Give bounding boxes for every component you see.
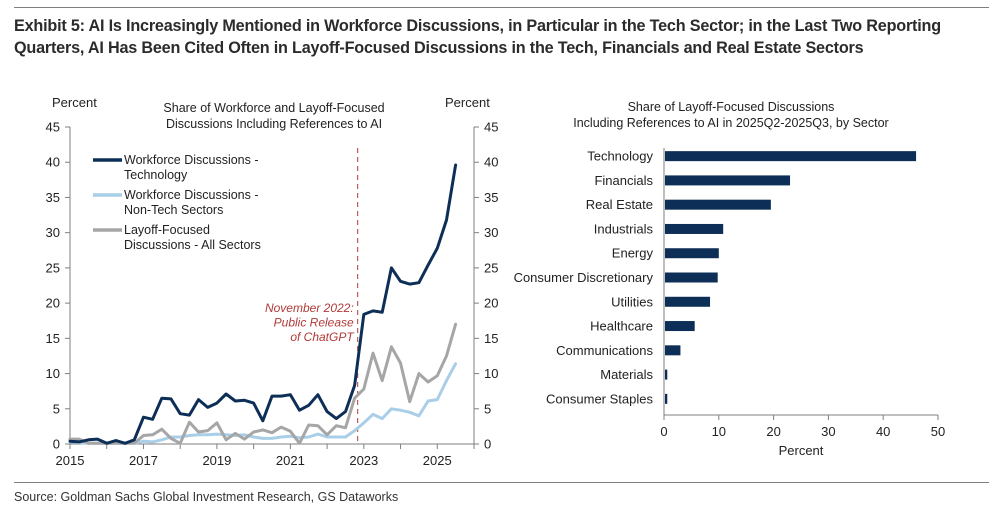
bar-x-tick-label: 30: [821, 424, 835, 439]
bar-chart-title: Including References to AI in 2025Q2-202…: [573, 116, 888, 130]
bar-materials: [665, 369, 668, 380]
source-note: Source: Goldman Sachs Global Investment …: [14, 490, 399, 504]
bar-category-label: Communications: [556, 343, 653, 358]
line-chart-title: Discussions Including References to AI: [166, 117, 382, 131]
x-tick-label: 2023: [349, 453, 378, 468]
bar-category-label: Consumer Staples: [546, 391, 653, 406]
bar-category-label: Energy: [612, 246, 654, 261]
bar-technology: [665, 151, 917, 162]
y-tick-label-left: 45: [46, 120, 60, 135]
y-tick-label-left: 25: [46, 260, 60, 275]
bar-x-axis-label: Percent: [779, 443, 824, 458]
bar-x-tick-label: 20: [766, 424, 780, 439]
chatgpt-annotation: Public Release: [274, 316, 354, 330]
bar-x-tick-label: 0: [660, 424, 667, 439]
y-tick-label-left: 35: [46, 190, 60, 205]
y-tick-label-right: 0: [484, 437, 491, 452]
bar-category-label: Financials: [594, 173, 653, 188]
line-chart-title: Share of Workforce and Layoff-Focused: [163, 101, 384, 115]
x-tick-label: 2025: [423, 453, 452, 468]
y-tick-label-right: 35: [484, 190, 498, 205]
legend-label-nontech: Non-Tech Sectors: [124, 203, 223, 217]
bar-financials: [665, 175, 791, 186]
y-axis-label-left: Percent: [52, 95, 97, 110]
y-tick-label-right: 5: [484, 401, 491, 416]
legend-label-tech: Workforce Discussions -: [124, 153, 259, 167]
series-line-layoff: [68, 322, 458, 445]
legend-label-layoff: Discussions - All Sectors: [124, 238, 261, 252]
y-tick-label-right: 10: [484, 366, 498, 381]
x-tick-label: 2017: [129, 453, 158, 468]
x-tick-label: 2019: [202, 453, 231, 468]
y-tick-label-left: 5: [53, 401, 60, 416]
bar-consumer-staples: [665, 393, 668, 404]
bar-category-label: Consumer Discretionary: [514, 270, 654, 285]
bar-x-tick-label: 40: [876, 424, 890, 439]
y-tick-label-right: 20: [484, 296, 498, 311]
bar-real-estate: [665, 199, 771, 210]
x-tick-label: 2015: [56, 453, 85, 468]
top-rule: [14, 7, 989, 8]
legend-label-nontech: Workforce Discussions -: [124, 188, 259, 202]
y-tick-label-left: 20: [46, 296, 60, 311]
bar-category-label: Technology: [587, 149, 653, 164]
bar-utilities: [665, 296, 711, 307]
bar-category-label: Real Estate: [586, 197, 653, 212]
bar-x-tick-label: 10: [712, 424, 726, 439]
y-tick-label-left: 40: [46, 155, 60, 170]
bar-communications: [665, 345, 681, 356]
bar-industrials: [665, 223, 724, 234]
exhibit-title: Exhibit 5: AI Is Increasingly Mentioned …: [14, 17, 941, 57]
bottom-rule: [14, 482, 989, 483]
bar-healthcare: [665, 321, 695, 332]
bar-category-label: Utilities: [611, 294, 653, 309]
legend-label-tech: Technology: [124, 168, 188, 182]
y-tick-label-left: 30: [46, 225, 60, 240]
x-tick-label: 2021: [276, 453, 305, 468]
bar-chart-title: Share of Layoff-Focused Discussions: [628, 100, 835, 114]
y-tick-label-right: 30: [484, 225, 498, 240]
bar-category-label: Industrials: [594, 221, 654, 236]
bar-category-label: Materials: [600, 367, 653, 382]
bar-x-tick-label: 50: [931, 424, 945, 439]
legend-label-layoff: Layoff-Focused: [124, 223, 210, 237]
y-tick-label-right: 45: [484, 120, 498, 135]
y-tick-label-right: 15: [484, 331, 498, 346]
chatgpt-annotation: November 2022:: [265, 301, 354, 315]
y-tick-label-left: 0: [53, 437, 60, 452]
y-tick-label-right: 25: [484, 260, 498, 275]
y-tick-label-left: 15: [46, 331, 60, 346]
bar-energy: [665, 248, 719, 259]
chatgpt-annotation: of ChatGPT: [290, 330, 355, 344]
series-line-tech: [68, 163, 458, 445]
bar-chart: Share of Layoff-Focused Discussions Inclu…: [514, 100, 946, 458]
bar-category-label: Healthcare: [590, 319, 653, 334]
y-tick-label-right: 40: [484, 155, 498, 170]
y-tick-label-left: 10: [46, 366, 60, 381]
y-axis-label-right: Percent: [445, 95, 490, 110]
bar-consumer-discretionary: [665, 272, 718, 283]
